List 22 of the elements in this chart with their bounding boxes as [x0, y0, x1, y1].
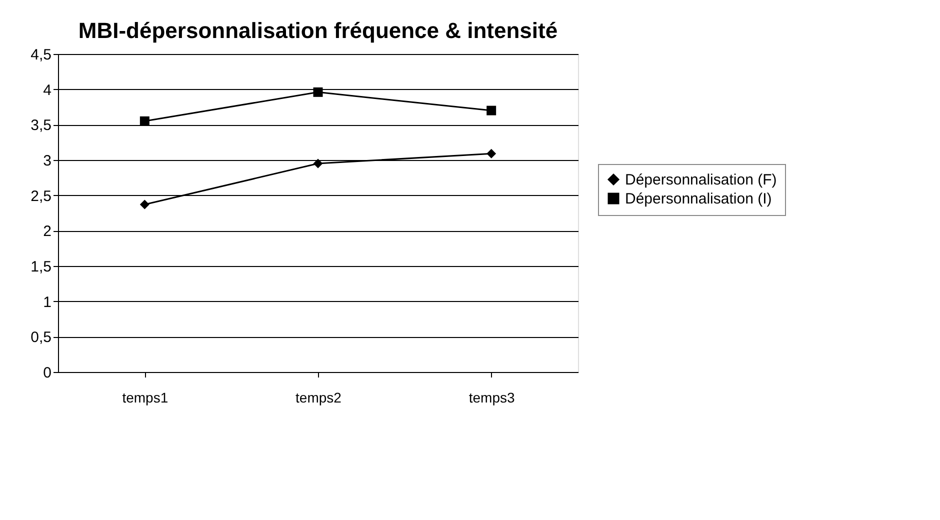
point: [486, 106, 496, 116]
point: [313, 87, 323, 97]
y-tick-label: 3,5: [30, 117, 52, 134]
y-tick-label: 2: [43, 223, 52, 240]
point: [313, 158, 323, 168]
y-tick-label: 4: [43, 82, 52, 99]
point: [486, 148, 496, 158]
point: [140, 200, 150, 210]
y-tick-label: 1: [43, 294, 52, 311]
x-tick-label: temps3: [468, 390, 515, 406]
y-tick-label: 0: [43, 364, 52, 382]
y-tick-label: 2,5: [30, 188, 52, 205]
y-tick-label: 1,5: [30, 258, 52, 276]
legend-label: Dépersonnalisation (F): [625, 172, 777, 188]
y-tick-label: 4,5: [30, 46, 52, 64]
chart-title: MBI-dépersonnalisation fréquence & intensité: [78, 18, 558, 43]
x-tick-label: temps2: [296, 390, 342, 406]
y-tick-label: 0,5: [30, 329, 52, 346]
legend-label: Dépersonnalisation (I): [625, 190, 772, 208]
x-tick-label: temps1: [122, 390, 168, 406]
y-tick-label: 3: [43, 152, 52, 170]
point: [140, 116, 150, 126]
